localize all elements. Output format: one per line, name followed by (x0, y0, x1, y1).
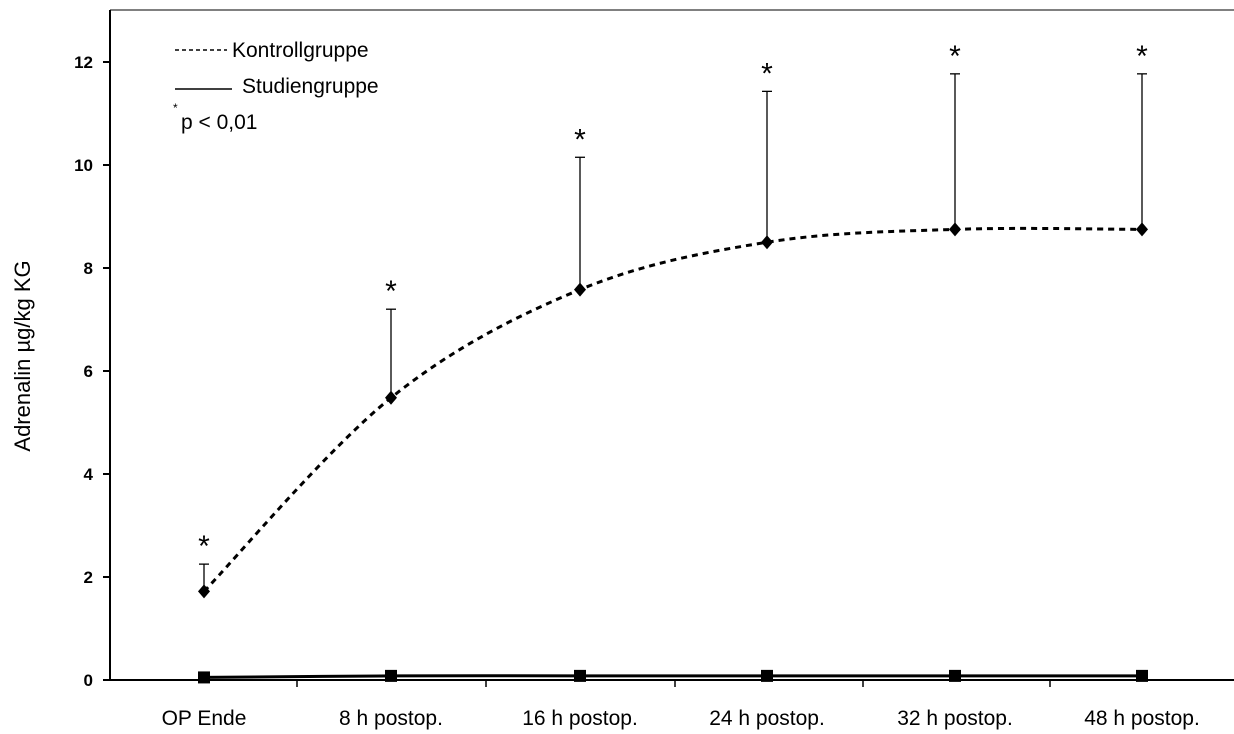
y-axis-title: Adrenalin µg/kg KG (10, 260, 35, 451)
series-layer: * * * * * * (198, 40, 1148, 684)
series-line-kontrollgruppe (202, 226, 1143, 593)
y-ticks: 0 2 4 6 8 10 12 (74, 53, 110, 690)
series-line-studiengruppe (203, 674, 1142, 679)
x-category-label: 8 h postop. (339, 707, 443, 730)
data-point-kontrollgruppe (1136, 222, 1148, 237)
y-tick-label: 2 (84, 568, 93, 587)
legend: Kontrollgruppe Studiengruppe * p < 0,01 (173, 39, 379, 134)
x-category-label: OP Ende (162, 707, 247, 730)
data-point-studiengruppe (761, 669, 773, 682)
x-category-label: 48 h postop. (1084, 707, 1200, 730)
significance-star: * (761, 57, 773, 90)
significance-star: * (385, 275, 397, 308)
y-tick-label: 10 (74, 156, 93, 175)
data-point-studiengruppe (574, 669, 586, 682)
legend-label-kontrollgruppe: Kontrollgruppe (232, 39, 369, 62)
y-tick-label: 6 (84, 362, 93, 381)
y-tick-label: 0 (84, 671, 93, 690)
data-point-studiengruppe (385, 669, 397, 682)
x-category-label: 16 h postop. (522, 707, 638, 730)
axes (109, 9, 1234, 681)
y-tick-label: 4 (84, 465, 94, 484)
x-category-label: 24 h postop. (709, 707, 825, 730)
legend-annotation-text: p < 0,01 (181, 111, 257, 134)
data-point-kontrollgruppe (574, 282, 586, 297)
significance-star: * (1136, 40, 1148, 73)
data-point-studiengruppe (949, 669, 961, 682)
significance-star: * (574, 123, 586, 156)
significance-star: * (198, 530, 210, 563)
data-point-studiengruppe (1136, 669, 1148, 682)
x-category-label: 32 h postop. (897, 707, 1013, 730)
y-tick-label: 12 (74, 53, 93, 72)
data-point-kontrollgruppe (198, 584, 210, 599)
y-tick-label: 8 (84, 259, 93, 278)
data-point-kontrollgruppe (761, 235, 773, 250)
data-point-studiengruppe (198, 671, 210, 684)
data-point-kontrollgruppe (385, 390, 397, 405)
data-point-kontrollgruppe (949, 222, 961, 237)
legend-annotation-star: * (173, 101, 178, 115)
significance-star: * (949, 40, 961, 73)
legend-label-studiengruppe: Studiengruppe (242, 75, 379, 98)
x-ticks: OP Ende 8 h postop. 16 h postop. 24 h posto… (162, 680, 1200, 730)
